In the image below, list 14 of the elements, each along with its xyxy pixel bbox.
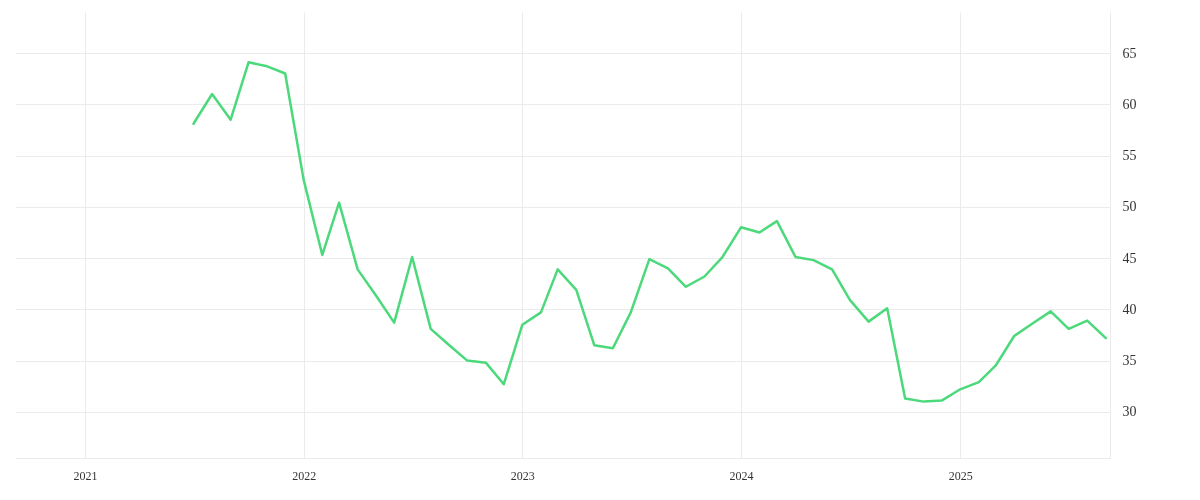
y-tick-label: 50 (1122, 199, 1137, 215)
line-series (192, 60, 1108, 403)
x-tick-label: 2025 (948, 468, 973, 483)
x-tick-label: 2021 (73, 468, 98, 483)
x-tick-label: 2022 (292, 468, 317, 483)
y-tick-label: 60 (1122, 96, 1137, 112)
x-tick-label: 2023 (510, 468, 535, 483)
y-tick-label: 55 (1122, 148, 1137, 164)
y-tick-label: 40 (1122, 301, 1137, 317)
y-tick-label: 45 (1122, 250, 1137, 266)
x-tick-label: 2024 (729, 468, 754, 483)
y-tick-label: 35 (1122, 353, 1137, 369)
y-tick-label: 65 (1122, 45, 1137, 61)
y-tick-label: 30 (1122, 404, 1137, 420)
